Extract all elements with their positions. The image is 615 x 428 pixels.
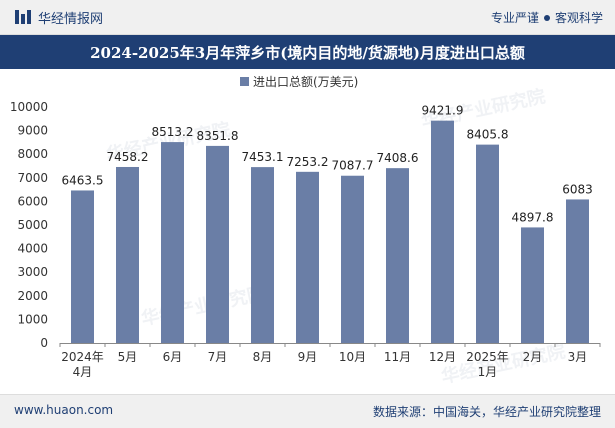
x-tick-label: 10月 (339, 350, 366, 364)
x-tick-label: 12月 (429, 350, 456, 364)
y-tick-label: 10000 (10, 100, 48, 114)
y-tick-label: 6000 (17, 194, 48, 208)
footer-website[interactable]: www.huaon.com (14, 403, 114, 417)
x-tick-label: 2025年 (466, 350, 509, 364)
bar (341, 175, 364, 343)
legend-label: 进出口总额(万美元) (253, 75, 358, 89)
slogan-right: 客观科学 (554, 11, 603, 25)
bar (251, 167, 274, 343)
slogan: 专业严谨 客观科学 (491, 9, 603, 26)
y-tick-label: 7000 (17, 171, 48, 185)
bar-value-label: 9421.9 (422, 104, 464, 118)
x-tick-label: 4月 (73, 365, 93, 379)
bar-value-label: 7087.7 (332, 159, 374, 173)
footer-source: 数据来源：中国海关，华经产业研究院整理 (372, 405, 601, 419)
bar (386, 168, 409, 343)
brand-name: 华经情报网 (38, 11, 104, 27)
x-tick-label: 7月 (208, 350, 228, 364)
bar-value-label: 6463.5 (62, 173, 104, 187)
bar-value-label: 7253.2 (287, 155, 329, 169)
bar-value-label: 7458.2 (107, 150, 149, 164)
y-tick-label: 4000 (17, 242, 48, 256)
y-tick-label: 8000 (17, 147, 48, 161)
y-tick-label: 0 (40, 336, 48, 350)
bar-value-label: 7453.1 (242, 150, 284, 164)
y-tick-label: 2000 (17, 289, 48, 303)
x-tick-label: 6月 (163, 350, 183, 364)
x-tick-label: 2024年 (61, 350, 104, 364)
legend: 进出口总额(万美元) (240, 75, 358, 89)
x-tick-label: 1月 (478, 365, 498, 379)
bar (161, 142, 184, 343)
bar (566, 199, 589, 343)
bar-value-label: 8405.8 (467, 128, 509, 142)
bar-value-label: 8513.2 (152, 125, 194, 139)
top-bar: 华经情报网 专业严谨 客观科学 (0, 0, 615, 35)
y-tick-label: 3000 (17, 265, 48, 279)
x-tick-label: 5月 (118, 350, 138, 364)
x-tick-label: 2月 (523, 350, 543, 364)
footer: www.huaon.com 数据来源：中国海关，华经产业研究院整理 (0, 394, 615, 428)
x-tick-label: 11月 (384, 350, 411, 364)
bar-chart: 进出口总额(万美元) 0 1000 2000 3000 4000 5000 6000 7000… (10, 75, 601, 379)
bar (521, 227, 544, 343)
brand-logo-icon (15, 10, 31, 24)
slogan-left: 专业严谨 (490, 11, 539, 25)
x-tick-label: 8月 (253, 350, 273, 364)
bullet-dot-icon (543, 14, 550, 21)
bar (71, 190, 94, 343)
y-axis: 0 1000 2000 3000 4000 5000 6000 7000 8000 9000 100… (10, 100, 48, 350)
x-tick-label: 9月 (298, 350, 318, 364)
x-tick-label: 3月 (568, 350, 588, 364)
bar-value-label: 8351.8 (197, 129, 239, 143)
bar-value-label: 7408.6 (377, 151, 419, 165)
bar-value-label: 4897.8 (512, 210, 554, 224)
bar (431, 120, 454, 343)
bar (116, 166, 139, 343)
bar (206, 145, 229, 343)
brand[interactable]: 华经情报网 (14, 7, 103, 27)
bar-value-label: 6083 (562, 182, 593, 196)
bar (476, 144, 499, 343)
y-tick-label: 5000 (17, 218, 48, 232)
legend-swatch (240, 77, 249, 86)
chart-title: 2024-2025年3月年萍乡市(境内目的地/货源地)月度进出口总额 (0, 35, 615, 69)
bar (296, 171, 319, 343)
y-tick-label: 9000 (17, 124, 48, 138)
y-tick-label: 1000 (17, 312, 48, 326)
